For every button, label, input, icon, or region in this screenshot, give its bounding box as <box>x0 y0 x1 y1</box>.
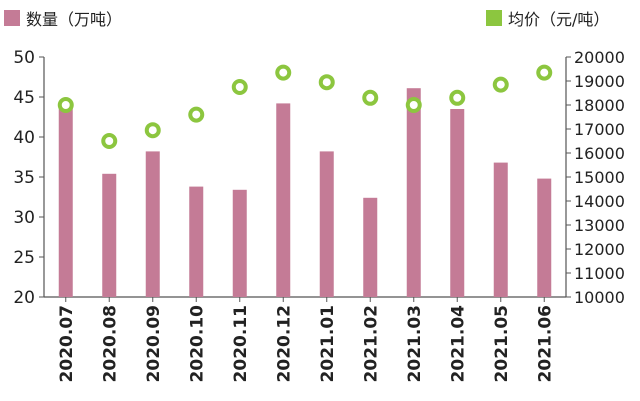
price-marker <box>101 133 118 149</box>
x-tick-label: 2020.08 <box>100 305 120 382</box>
x-tick-label: 2020.07 <box>57 305 77 382</box>
right-y-tick-label: 10000 <box>574 288 625 307</box>
bar <box>319 151 334 297</box>
x-tick-label: 2021.01 <box>318 305 338 382</box>
left-y-tick-label: 50 <box>13 48 35 68</box>
bar <box>406 88 421 297</box>
right-y-tick-label: 17000 <box>574 120 625 139</box>
bar <box>102 173 117 297</box>
bar <box>189 186 204 297</box>
x-tick-label: 2020.10 <box>187 305 207 383</box>
bar <box>363 197 378 297</box>
price-marker <box>449 89 466 106</box>
right-y-tick-label: 15000 <box>574 168 625 187</box>
price-marker <box>275 64 292 81</box>
right-y-tick-label: 16000 <box>574 144 625 163</box>
price-marker <box>231 79 248 95</box>
bar <box>493 162 508 297</box>
price-marker <box>405 97 422 113</box>
x-tick-label: 2020.11 <box>231 305 251 382</box>
left-y-tick-label: 20 <box>13 288 35 308</box>
bar <box>450 109 465 297</box>
left-y-tick-label: 45 <box>13 88 35 108</box>
x-tick-label: 2021.03 <box>405 305 425 382</box>
bar <box>276 103 291 298</box>
price-marker <box>57 97 74 113</box>
legend-price-swatch <box>486 10 502 26</box>
right-y-tick-label: 13000 <box>574 216 625 235</box>
price-marker <box>536 64 553 81</box>
left-y-tick-label: 25 <box>13 248 35 268</box>
x-tick-label: 2020.09 <box>144 305 164 382</box>
right-y-tick-label: 18000 <box>574 96 625 115</box>
legend-quantity-label: 数量（万吨） <box>26 10 123 29</box>
x-tick-label: 2021.06 <box>535 305 555 382</box>
x-tick-label: 2021.05 <box>492 305 512 382</box>
price-marker <box>362 89 379 106</box>
x-tick-label: 2021.02 <box>361 305 381 382</box>
bar <box>232 189 247 297</box>
legend-quantity: 数量（万吨） <box>4 6 122 30</box>
legend-quantity-swatch <box>4 10 20 26</box>
bar <box>145 151 160 297</box>
price-marker <box>188 106 205 123</box>
price-marker <box>318 74 335 91</box>
legend-price-label: 均价（元/吨） <box>508 10 610 29</box>
right-y-tick-label: 11000 <box>574 264 625 283</box>
bar <box>537 178 552 297</box>
legend-price: 均价（元/吨） <box>486 6 609 30</box>
price-marker <box>492 76 509 93</box>
left-y-tick-label: 40 <box>13 128 35 148</box>
right-y-tick-label: 19000 <box>574 72 625 91</box>
left-y-tick-label: 35 <box>13 168 35 188</box>
price-marker <box>144 122 161 139</box>
right-y-tick-label: 14000 <box>574 192 625 211</box>
x-tick-label: 2020.12 <box>274 305 294 382</box>
right-y-tick-label: 20000 <box>574 48 625 67</box>
left-y-tick-label: 30 <box>13 208 35 228</box>
x-tick-label: 2021.04 <box>448 305 468 383</box>
right-y-tick-label: 12000 <box>574 240 625 259</box>
bar <box>58 105 73 297</box>
